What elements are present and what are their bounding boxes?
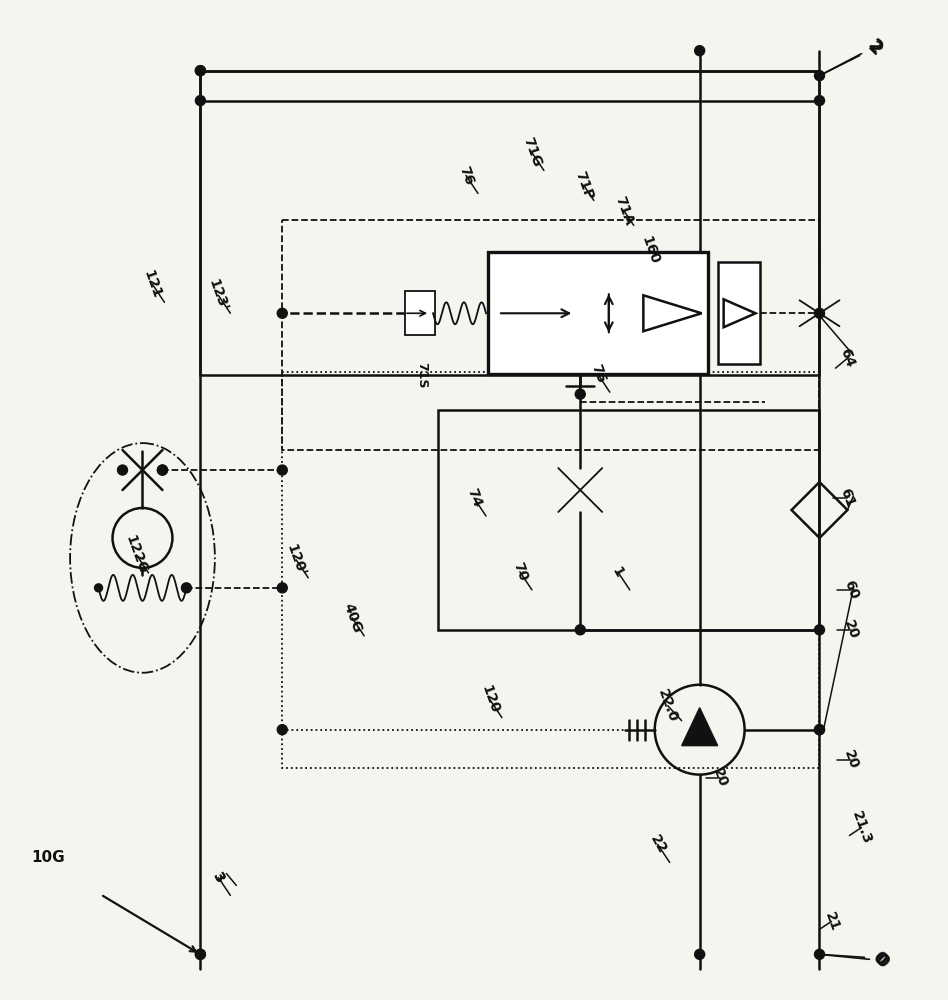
Circle shape (814, 308, 825, 318)
Text: 71G: 71G (520, 136, 544, 169)
Circle shape (814, 625, 825, 635)
Circle shape (575, 625, 585, 635)
Bar (488, 252, 707, 374)
Circle shape (695, 949, 704, 959)
Bar (200, 71, 819, 375)
Text: 61: 61 (838, 487, 857, 510)
Circle shape (182, 584, 191, 592)
Text: 71P: 71P (573, 169, 595, 202)
Text: 121: 121 (141, 268, 164, 300)
Text: 40G: 40G (340, 601, 364, 635)
Circle shape (157, 465, 168, 475)
Circle shape (118, 465, 128, 475)
Circle shape (157, 465, 168, 475)
Circle shape (814, 949, 825, 959)
Bar (283, 372, 819, 768)
Circle shape (575, 389, 585, 399)
Text: 20: 20 (842, 618, 862, 641)
Circle shape (181, 583, 191, 593)
Text: 74: 74 (465, 487, 483, 510)
Text: 60: 60 (842, 578, 862, 601)
Circle shape (814, 96, 825, 106)
Bar (405, 291, 435, 335)
Circle shape (195, 66, 206, 76)
Text: 20: 20 (710, 766, 730, 789)
Circle shape (277, 308, 287, 318)
Text: 70: 70 (510, 560, 530, 583)
Text: 75: 75 (588, 363, 608, 386)
Bar (438, 410, 819, 630)
Text: 0: 0 (870, 951, 892, 972)
Circle shape (195, 96, 206, 106)
Text: 0: 0 (868, 949, 890, 970)
Text: 1: 1 (610, 564, 627, 580)
Text: 10G: 10G (32, 850, 65, 865)
Circle shape (814, 725, 825, 735)
Circle shape (695, 46, 704, 56)
Text: 71S: 71S (415, 362, 428, 388)
Text: 160: 160 (638, 234, 662, 266)
Circle shape (195, 66, 206, 76)
Text: 3: 3 (210, 870, 227, 885)
Text: 22: 22 (647, 833, 668, 856)
Text: 2: 2 (864, 38, 885, 59)
Text: 22.0: 22.0 (655, 687, 680, 724)
Circle shape (95, 584, 102, 592)
Text: 64: 64 (838, 347, 857, 370)
Text: 122G: 122G (123, 533, 150, 576)
Bar (718, 262, 759, 364)
Circle shape (814, 71, 825, 81)
Bar (283, 220, 819, 450)
Circle shape (814, 725, 825, 735)
Circle shape (277, 465, 287, 475)
Circle shape (277, 583, 287, 593)
Text: 2: 2 (864, 36, 885, 57)
Circle shape (277, 725, 287, 735)
Circle shape (195, 949, 206, 959)
Text: 3: 3 (210, 870, 227, 885)
Text: 71A: 71A (612, 194, 635, 227)
Text: 21: 21 (822, 910, 842, 933)
Text: 120': 120' (284, 542, 308, 578)
Text: 123': 123' (206, 277, 230, 313)
Circle shape (195, 949, 206, 959)
Text: 20: 20 (842, 748, 862, 771)
Text: 21.3: 21.3 (849, 809, 874, 846)
Text: 76: 76 (456, 164, 476, 187)
Polygon shape (682, 708, 718, 746)
Text: 120: 120 (479, 684, 501, 716)
